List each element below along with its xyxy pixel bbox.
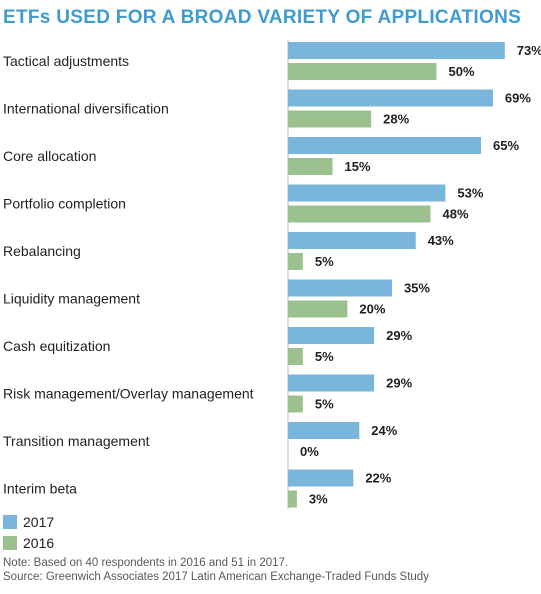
value-label-2016: 3% bbox=[309, 492, 328, 507]
value-label-2017: 29% bbox=[386, 328, 412, 343]
bar-2017 bbox=[288, 422, 360, 439]
value-label-2017: 29% bbox=[386, 376, 412, 391]
category-label: Transition management bbox=[3, 433, 150, 449]
legend-swatch-2016 bbox=[3, 535, 17, 550]
legend-swatch-2017 bbox=[3, 514, 17, 529]
bar-2017 bbox=[288, 327, 375, 344]
chart-title: ETFs USED FOR A BROAD VARIETY OF APPLICA… bbox=[3, 7, 522, 28]
footnote: Note: Based on 40 respondents in 2016 an… bbox=[3, 556, 429, 584]
value-label-2016: 28% bbox=[383, 112, 409, 127]
legend-label-2016: 2016 bbox=[23, 534, 55, 551]
bar-chart: Tactical adjustments 73% 50% International … bbox=[3, 40, 541, 510]
value-label-2017: 69% bbox=[505, 91, 531, 106]
value-label-2017: 43% bbox=[428, 233, 454, 248]
legend: 2017 2016 bbox=[3, 511, 54, 553]
legend-item-2017: 2017 bbox=[3, 511, 54, 532]
bar-2017 bbox=[288, 232, 416, 249]
bar-2017 bbox=[288, 279, 392, 297]
value-label-2016: 50% bbox=[449, 64, 475, 79]
category-label: Risk management/Overlay management bbox=[3, 386, 254, 402]
bar-2016 bbox=[288, 205, 431, 223]
value-label-2017: 22% bbox=[365, 471, 391, 486]
bar-2016 bbox=[288, 300, 348, 318]
value-label-2017: 65% bbox=[493, 138, 519, 153]
bar-2017 bbox=[288, 89, 493, 107]
value-label-2016: 20% bbox=[359, 302, 385, 317]
bar-2017 bbox=[288, 137, 482, 154]
value-label-2017: 35% bbox=[404, 281, 430, 296]
category-label: Portfolio completion bbox=[3, 196, 126, 212]
value-label-2016: 5% bbox=[315, 397, 334, 412]
bar-2016 bbox=[288, 158, 333, 175]
source-line: Source: Greenwich Associates 2017 Latin … bbox=[3, 571, 429, 583]
bar-2017 bbox=[288, 374, 375, 392]
value-label-2016: 5% bbox=[315, 349, 334, 364]
value-label-2017: 53% bbox=[457, 186, 483, 201]
bar-2016 bbox=[288, 490, 297, 508]
note-line: Note: Based on 40 respondents in 2016 an… bbox=[3, 557, 289, 569]
bar-2016 bbox=[288, 253, 303, 270]
bar-2017 bbox=[288, 184, 446, 202]
bar-2017 bbox=[288, 469, 354, 487]
category-label: Liquidity management bbox=[3, 291, 140, 307]
bar-2016 bbox=[288, 63, 437, 80]
value-label-2016: 0% bbox=[300, 444, 319, 459]
value-label-2017: 73% bbox=[517, 43, 541, 58]
category-label: Rebalancing bbox=[3, 243, 81, 259]
value-label-2017: 24% bbox=[371, 423, 397, 438]
value-label-2016: 5% bbox=[315, 254, 334, 269]
bar-2017 bbox=[288, 42, 505, 59]
bar-2016 bbox=[288, 395, 303, 413]
category-label: Cash equitization bbox=[3, 338, 110, 354]
bar-2016 bbox=[288, 348, 303, 365]
value-label-2016: 15% bbox=[345, 159, 371, 174]
category-label: Core allocation bbox=[3, 148, 96, 164]
category-label: International diversification bbox=[3, 101, 169, 117]
legend-item-2016: 2016 bbox=[3, 532, 54, 553]
category-label: Tactical adjustments bbox=[3, 53, 129, 69]
category-label: Interim beta bbox=[3, 481, 77, 497]
value-label-2016: 48% bbox=[443, 207, 469, 222]
legend-label-2017: 2017 bbox=[23, 513, 55, 530]
bar-2016 bbox=[288, 110, 372, 128]
